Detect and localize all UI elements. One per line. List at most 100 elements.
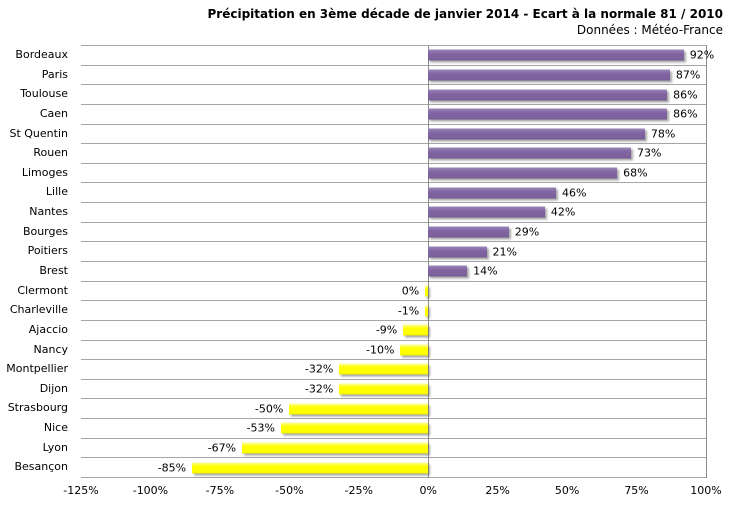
x-tick-label: -125%: [63, 484, 99, 497]
value-label: 92%: [689, 48, 715, 62]
chart-row: -32%: [81, 380, 706, 400]
bar-lille: [428, 187, 556, 199]
bar-limoges: [428, 167, 618, 179]
bar-paris: [428, 69, 670, 81]
bar-brest: [428, 265, 468, 277]
value-label: 78%: [650, 127, 676, 141]
value-label: -1%: [397, 304, 420, 318]
chart-row: 42%: [81, 203, 706, 223]
bar-clermont: [425, 285, 429, 297]
value-label: -9%: [375, 323, 398, 337]
chart-row: -32%: [81, 360, 706, 380]
category-label: Poitiers: [27, 244, 68, 258]
value-label: -32%: [304, 382, 334, 396]
chart-row: 92%: [81, 46, 714, 66]
bar-besançon: [192, 462, 429, 474]
bar-lyon: [242, 442, 429, 454]
chart-row: 68%: [81, 164, 706, 184]
value-label: 86%: [673, 88, 698, 102]
chart-row: 73%: [81, 144, 706, 164]
x-tick-label: -50%: [275, 484, 304, 497]
value-label: 14%: [473, 264, 498, 278]
category-label: Paris: [41, 67, 68, 81]
bar-nice: [281, 422, 429, 434]
category-label: Bourges: [22, 224, 68, 238]
x-tick-label: 75%: [624, 484, 649, 497]
bar-caen: [428, 108, 668, 120]
bar-nantes: [428, 206, 545, 218]
chart-row: -85%: [81, 458, 706, 478]
chart-row: -9%: [81, 321, 706, 341]
chart-row: 29%: [81, 223, 706, 243]
category-label: Rouen: [33, 146, 68, 160]
category-label: Caen: [39, 106, 68, 120]
value-label: 68%: [623, 166, 648, 180]
plot-area: 92% 87% 86% 86% 78% 73% 68% 46% 42% 29% 21% 14% 0% -1…: [81, 45, 714, 478]
bar-ajaccio: [403, 324, 429, 336]
zero-axis-line: [428, 46, 429, 478]
bar-toulouse: [428, 89, 668, 101]
category-label: Dijon: [39, 381, 68, 395]
value-label: 21%: [492, 245, 517, 259]
category-label: Brest: [39, 264, 68, 277]
category-label: Besançon: [14, 460, 68, 474]
category-label: Bordeaux: [15, 48, 68, 61]
chart-title: Précipitation en 3ème décade de janvier …: [207, 7, 723, 21]
value-label: 42%: [550, 205, 576, 219]
bar-charleville: [425, 305, 429, 317]
chart-subtitle: Données : Météo-France: [576, 23, 723, 37]
x-tick-label: 0%: [419, 484, 437, 497]
chart-row: -1%: [81, 301, 706, 321]
category-label: Ajaccio: [28, 322, 68, 336]
category-label: Charleville: [9, 303, 68, 317]
value-label: -53%: [246, 421, 275, 435]
bar-bordeaux: [428, 49, 684, 61]
category-label: Clermont: [17, 283, 68, 297]
chart-row: -67%: [81, 439, 706, 459]
value-label: -50%: [254, 402, 284, 416]
chart-row: 46%: [81, 183, 706, 204]
category-label: St Quentin: [9, 126, 68, 140]
bar-poitiers: [428, 246, 487, 258]
category-label: Nantes: [29, 205, 68, 219]
chart-row: 78%: [81, 125, 706, 145]
value-label: -10%: [366, 343, 395, 357]
value-label: 0%: [401, 284, 420, 298]
chart-row: -10%: [81, 341, 706, 361]
category-label: Strasbourg: [7, 401, 68, 415]
chart-row: 87%: [81, 66, 706, 86]
bar-bourges: [428, 226, 509, 238]
chart-row: -50%: [81, 399, 706, 420]
value-label: 29%: [514, 225, 540, 239]
chart-row: 86%: [81, 105, 706, 125]
category-label: Toulouse: [20, 87, 68, 101]
value-label: -67%: [207, 441, 237, 455]
value-label: 87%: [675, 68, 701, 82]
chart-row: 86%: [81, 85, 706, 105]
category-label: Lyon: [42, 440, 68, 454]
value-label: 46%: [562, 186, 587, 200]
x-tick-label: -75%: [205, 484, 235, 497]
category-label: Montpellier: [6, 362, 68, 376]
bar-strasbourg: [289, 403, 429, 415]
value-label: 86%: [673, 107, 698, 121]
value-label: 73%: [637, 146, 662, 160]
value-label: -32%: [304, 362, 334, 376]
bar-rouen: [428, 147, 631, 159]
x-tick-label: -100%: [132, 484, 169, 497]
bar-montpellier: [339, 363, 429, 375]
x-tick-label: -25%: [344, 484, 373, 497]
category-label: Nice: [43, 421, 68, 435]
x-tick-label: 25%: [485, 484, 510, 497]
category-label: Limoges: [21, 165, 68, 179]
category-label: Lille: [45, 185, 68, 199]
chart-row: 21%: [81, 242, 706, 262]
category-label: Nancy: [33, 342, 69, 356]
chart-header: Précipitation en 3ème décade de janvier …: [208, 6, 723, 38]
chart-row: 14%: [81, 262, 706, 282]
bar-st-quentin: [428, 128, 645, 140]
bar-nancy: [400, 344, 429, 356]
x-tick-label: 50%: [554, 484, 580, 497]
chart-row: 0%: [81, 282, 706, 302]
